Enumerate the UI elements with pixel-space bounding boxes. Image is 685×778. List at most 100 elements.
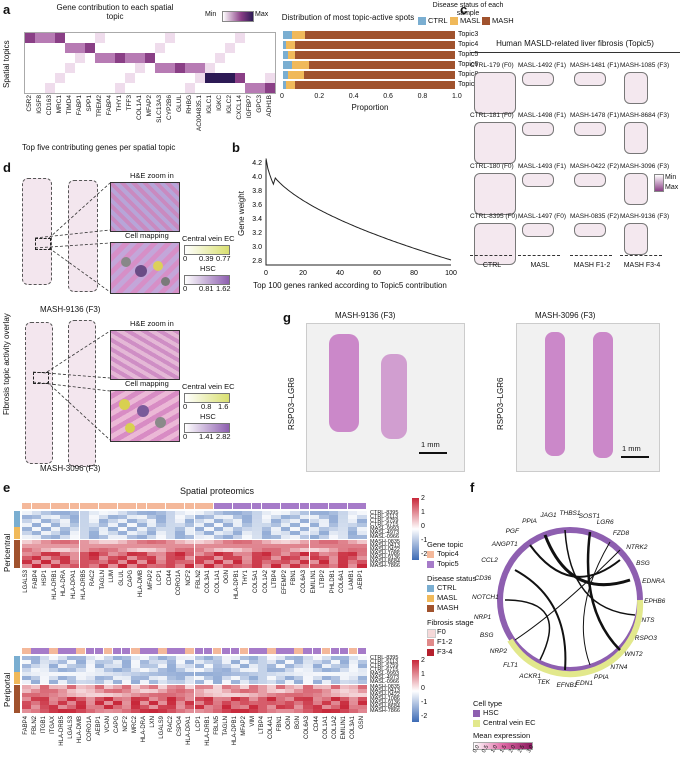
proteomics-cell <box>239 692 249 697</box>
proteomics-cell <box>348 668 358 673</box>
proteomics-cell <box>184 563 195 568</box>
proteomics-cell <box>347 547 358 552</box>
topic-strip <box>176 648 185 654</box>
proteomics-cell <box>98 523 109 528</box>
proteomics-cell <box>194 692 204 697</box>
b-y-tick: 4.0 <box>252 174 262 181</box>
f12-swatch <box>427 639 434 646</box>
proteomics-cell <box>348 704 358 709</box>
proteomics-cell <box>22 547 32 552</box>
heatmap-cell <box>255 83 265 93</box>
heatmap-cell <box>145 53 155 63</box>
proteomics-cell <box>94 672 104 677</box>
proteomics-cell <box>167 660 177 665</box>
proteomics-cell <box>290 535 300 540</box>
proteomics-cell <box>67 656 77 661</box>
gene-label: GLUL <box>176 95 183 112</box>
heatmap-cell <box>95 43 105 53</box>
central-vein-scale-1 <box>184 245 230 255</box>
proteomics-cell <box>267 680 277 685</box>
proteomics-cell <box>204 551 214 556</box>
heatmap-cell <box>255 33 265 43</box>
proteomics-cell <box>156 539 166 544</box>
proteomics-cell <box>127 559 137 564</box>
proteomics-cell <box>40 656 50 661</box>
proteomics-cell <box>261 535 272 540</box>
proteomics-cell <box>121 708 131 713</box>
proteomics-cell <box>69 539 80 544</box>
heatmap-cell <box>65 43 75 53</box>
proteomics-cell <box>357 676 367 681</box>
chord-gene-label: ACKR1 <box>519 672 541 680</box>
proteomics-cell <box>94 684 104 689</box>
proteomics-cell <box>103 696 113 701</box>
proteomics-cell <box>321 664 331 669</box>
heatmap-cell <box>85 63 95 73</box>
panel-c-label: c <box>460 2 468 17</box>
disease-strip <box>14 563 20 568</box>
sample-row-label: MASH-0413 <box>370 542 400 549</box>
proteomics-cell <box>294 656 304 661</box>
proteomics-cell <box>79 523 90 528</box>
proteomics-cell <box>213 563 224 568</box>
proteomics-cell <box>339 696 349 701</box>
heatmap-cell <box>105 43 115 53</box>
top-gene-label: COL5A1 <box>253 570 259 594</box>
heatmap-cell <box>225 83 235 93</box>
proteomics-cell <box>50 531 61 536</box>
disease-strip <box>14 535 20 540</box>
heatmap-cell <box>115 73 125 83</box>
proteomics-cell <box>185 656 195 661</box>
sample-label: MASH-3096 (F3) <box>620 163 670 170</box>
proteomics-cell <box>261 519 272 524</box>
mash-legend-swatch <box>427 605 434 612</box>
top-gene-label: COL6A3 <box>300 570 307 594</box>
bottom-gene-label: VCAN <box>104 716 111 733</box>
heatmap-cell <box>55 33 65 43</box>
disease-strip <box>14 684 20 689</box>
bottom-gene-label: ITGAX <box>50 716 57 735</box>
sample2-tissue-b <box>68 320 96 467</box>
proteomics-cell <box>41 543 51 548</box>
proteomics-cell <box>312 680 322 685</box>
proteomics-cell <box>357 551 367 556</box>
heatmap-cell <box>115 33 125 43</box>
heatmap-cell <box>35 43 45 53</box>
proteomics-cell <box>121 676 131 681</box>
bottom-gene-label: LGALS3 <box>68 716 75 739</box>
proteomics-cell <box>339 680 349 685</box>
proteomics-cell <box>290 539 300 544</box>
periportal-label: Periportal <box>3 672 12 707</box>
colorbar-tick: 1 <box>421 509 425 516</box>
proteomics-cell <box>94 688 104 693</box>
proteomics-cell <box>22 692 32 697</box>
mean-expression-bar <box>473 742 533 750</box>
chord-gene-label: EDNRA <box>642 578 665 586</box>
proteomics-cell <box>213 547 224 552</box>
panel-c-title: Human MASLD-related liver fibrosis (Topi… <box>496 39 654 48</box>
proteomics-cell <box>242 527 252 532</box>
proteomics-cell <box>223 547 233 552</box>
topic-strip <box>239 648 249 654</box>
proteomics-cell <box>303 692 313 697</box>
heatmap-cell <box>115 63 125 73</box>
f0-label: F0 <box>437 627 446 636</box>
sample-row-label: MASH-8684 <box>370 558 400 565</box>
proteomics-cell <box>330 692 340 697</box>
proteomics-cell <box>94 704 104 709</box>
stack-segment <box>283 41 287 49</box>
sample1-name: MASH-9136 (F3) <box>40 305 101 314</box>
sample-row-label: MASH-1086 <box>370 550 400 557</box>
proteomics-cell <box>339 692 349 697</box>
proteomics-cell <box>98 543 109 548</box>
proteomics-cell <box>60 515 70 520</box>
proteomics-cell <box>271 527 281 532</box>
heatmap-cell <box>165 43 175 53</box>
heatmap-cell <box>135 43 145 53</box>
proteomics-cell <box>267 656 277 661</box>
heatmap-cell <box>215 73 225 83</box>
proteomics-cell <box>348 656 358 661</box>
proteomics-cell <box>203 692 213 697</box>
proteomics-cell <box>232 555 243 560</box>
topic-strip <box>22 648 31 654</box>
